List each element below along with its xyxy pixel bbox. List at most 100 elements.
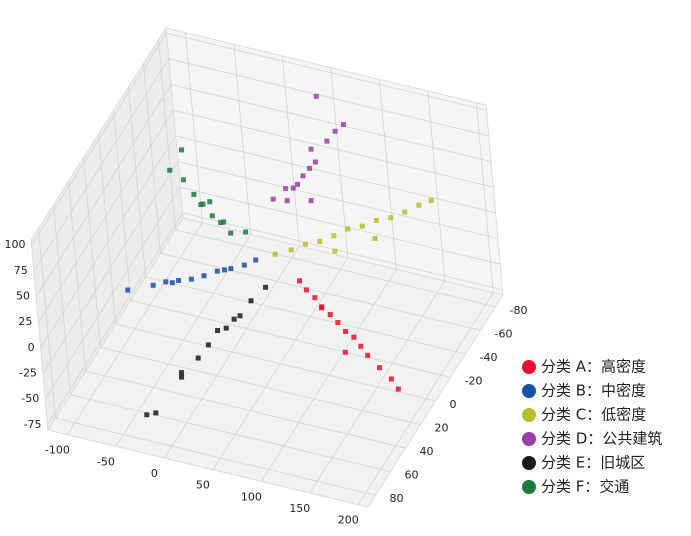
z-tick-label: 75 [14,264,28,277]
point [312,159,318,165]
point [295,181,301,187]
point [167,167,173,173]
grid-line [38,109,174,323]
grid-line [182,212,503,291]
point [351,334,357,340]
point [395,386,401,392]
grid-line [427,90,446,282]
x-tick-label: 50 [196,479,210,492]
point [312,295,318,301]
point [263,284,269,290]
grid-line [160,252,481,331]
point [307,165,313,171]
grid-line [233,44,252,235]
grid-line [145,276,466,355]
grid-line [47,212,183,426]
point [191,191,197,197]
grid-line [113,110,131,301]
grid-line [40,135,176,349]
grid-line [100,347,421,425]
point [308,146,314,152]
point [209,213,215,219]
x-tick-label: -100 [45,444,70,457]
point [402,209,408,215]
point [228,230,234,236]
legend-marker [522,480,536,494]
point [270,196,276,202]
grid-line [378,79,397,270]
point [365,352,371,358]
point [179,147,185,153]
point [340,122,346,128]
point [178,370,184,376]
grid-line [170,84,492,162]
grid-line [330,67,349,258]
z-tick-label: 100 [4,238,25,251]
y-tick-label: -20 [465,374,483,387]
grid-line [83,157,101,348]
legend-label: 分类 F：交通 [541,478,629,496]
point [243,229,249,235]
point [297,278,303,284]
legend-label: 分类 D：公共建筑 [541,430,662,448]
grid-line [168,58,489,137]
y-tick-label: 80 [390,492,404,505]
point [207,199,213,205]
grid-line [44,186,181,400]
y-tick-label: 20 [435,422,449,435]
point [288,247,294,253]
z-tick-label: -25 [19,367,37,380]
grid-line [68,181,86,372]
grid-line [175,135,496,214]
grid-line [180,186,501,265]
point [153,410,159,416]
z-tick-label: 0 [28,341,35,354]
x-tick-label: 200 [338,514,359,527]
point [302,241,308,247]
point [428,197,434,203]
grid-line [55,417,376,496]
grid-line [173,109,494,188]
point [188,276,194,282]
point [388,215,394,221]
point [237,313,243,319]
grid-line [85,370,406,449]
point [222,267,228,273]
point [272,251,278,257]
grid-line [98,133,116,325]
legend-marker [522,408,536,422]
grid-line [70,394,391,473]
point [327,312,333,318]
point [205,342,211,348]
y-tick-label: -60 [495,327,513,340]
point [195,355,201,361]
point [241,262,247,268]
point [283,186,289,192]
x-tick-label: -50 [97,455,115,468]
point [169,280,175,286]
grid-line [184,32,203,223]
point [176,278,182,284]
y-tick-label: -40 [480,351,498,364]
point [372,235,378,241]
point [303,287,309,293]
point [388,376,394,382]
point [150,282,156,288]
point [324,138,330,144]
grid-line [53,204,71,395]
point [318,305,324,311]
grid-line [31,32,167,246]
point [125,287,131,293]
point [290,185,296,191]
grid-line [35,84,172,297]
point [416,202,422,208]
point [215,328,221,334]
point [313,93,319,99]
grid-line [475,102,494,293]
point [248,298,254,304]
point [317,238,323,244]
point [221,219,227,225]
point [373,217,379,223]
